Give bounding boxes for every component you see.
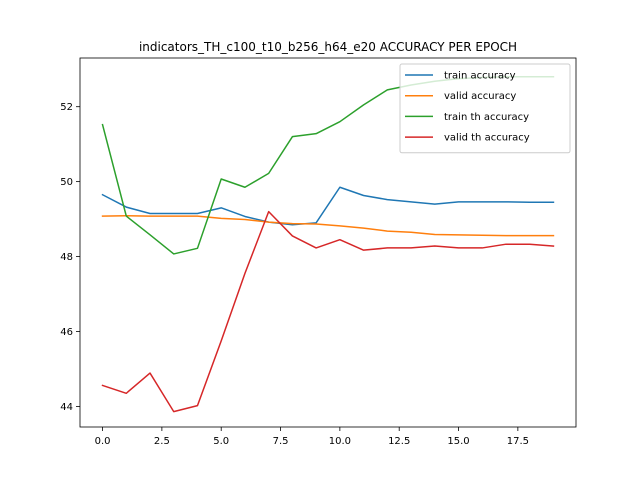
x-tick-label: 5.0 xyxy=(213,436,229,447)
x-tick-label: 2.5 xyxy=(154,436,170,447)
chart-title: indicators_TH_c100_t10_b256_h64_e20 ACCU… xyxy=(139,40,517,54)
y-tick-label: 44 xyxy=(60,402,73,413)
x-tick-label: 17.5 xyxy=(507,436,529,447)
x-tick-label: 7.5 xyxy=(273,436,289,447)
legend-box xyxy=(399,63,571,154)
series-line-train-accuracy xyxy=(101,186,555,226)
x-tick-label: 15.0 xyxy=(447,436,469,447)
x-tick-label: 0.0 xyxy=(95,436,111,447)
legend: train accuracy valid accuracy train th acc… xyxy=(399,63,571,154)
legend-label-valid-th-accuracy: valid th accuracy xyxy=(444,133,530,144)
x-tick-label: 10.0 xyxy=(329,436,351,447)
y-tick-label: 48 xyxy=(60,252,73,263)
axes-frame xyxy=(79,57,577,428)
x-tick-label: 12.5 xyxy=(388,436,410,447)
legend-label-valid-accuracy: valid accuracy xyxy=(444,91,516,102)
series-line-valid-th-accuracy xyxy=(101,210,555,413)
y-tick-label: 52 xyxy=(60,102,73,113)
y-axis: 44 46 48 50 52 xyxy=(60,102,80,413)
series-line-valid-accuracy xyxy=(101,214,555,237)
y-tick-label: 46 xyxy=(60,327,73,338)
y-tick-label: 50 xyxy=(60,177,73,188)
legend-label-train-th-accuracy: train th accuracy xyxy=(444,112,529,123)
legend-label-train-accuracy: train accuracy xyxy=(444,71,516,82)
x-axis: 0.0 2.5 5.0 7.5 10.0 12.5 15.0 17.5 xyxy=(95,427,529,447)
